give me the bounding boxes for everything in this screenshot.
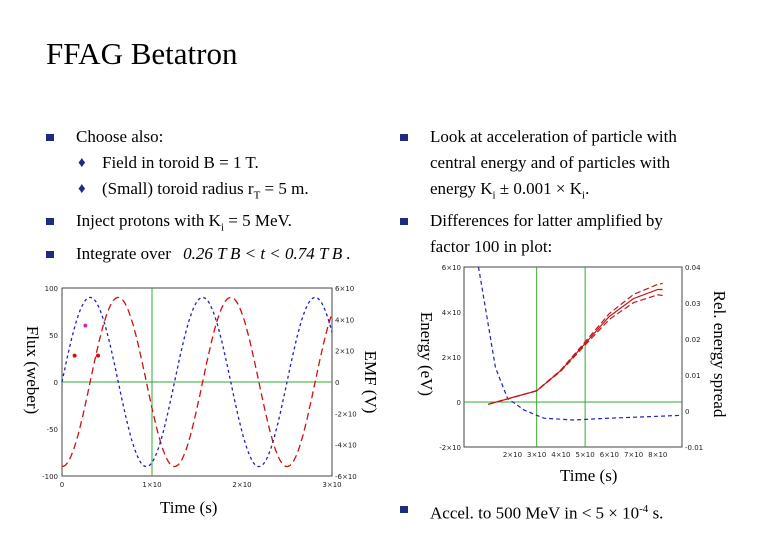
square-bullet-icon <box>46 218 54 226</box>
bullet-inject-protons: Inject protons with Ki = 5 MeV. <box>46 208 376 240</box>
x-tick-label: 3×10 <box>322 481 341 489</box>
flux-axis-label: Flux (weber) <box>23 325 42 415</box>
energy-series-line <box>488 294 663 405</box>
square-bullet-icon <box>400 218 408 226</box>
x-tick-label: 4×10 <box>551 451 570 459</box>
sub-bullet-field: ♦ Field in toroid B = 1 T. <box>46 150 376 176</box>
y2-tick-label: -2×10 <box>335 410 357 418</box>
diamond-bullet-icon: ♦ <box>78 155 86 171</box>
plot-frame <box>463 266 683 448</box>
left-bullets: Choose also: ♦ Field in toroid B = 1 T. … <box>46 124 376 267</box>
data-marker <box>72 353 77 358</box>
data-marker <box>96 353 100 358</box>
bullet-look-at-acceleration: Look at acceleration of particle with ce… <box>400 124 740 208</box>
y-tick-label: -100 <box>42 473 58 481</box>
emf-axis-label: EMF (V) <box>361 350 380 414</box>
y2-tick-label: 0.01 <box>685 372 701 380</box>
y2-tick-label: 0.03 <box>685 300 701 308</box>
y2-tick-label: 0.04 <box>685 264 701 272</box>
bullet-accel: Accel. to 500 MeV in < 5 × 10-4 s. <box>400 496 760 527</box>
flux-emf-chart: 100 50 0 -50 -100 6×10 4×10 2×10 0 -2×10 -4×10 -6×1… <box>42 285 357 489</box>
bullet-differences: Differences for latter amplified by fact… <box>400 208 740 260</box>
energy-series-line <box>488 288 663 405</box>
y2-tick-label: 0 <box>685 408 689 416</box>
x-tick-label: 5×10 <box>575 451 594 459</box>
x-tick-label: 6×10 <box>600 451 619 459</box>
diamond-bullet-icon: ♦ <box>78 181 86 197</box>
x-tick-label: 3×10 <box>527 451 546 459</box>
y2-tick-label: -0.01 <box>685 444 703 452</box>
x-tick-label: 1×10 <box>142 481 161 489</box>
energy-spread-chart: 6×10 4×10 2×10 0 -2×10 0.04 0.03 0.02 0.01 0 -0.01… <box>439 264 703 459</box>
x-tick-label: 2×10 <box>503 451 522 459</box>
y2-tick-label: 2×10 <box>335 348 354 356</box>
y2-tick-label: -6×10 <box>335 473 357 481</box>
right-chart-xlabel: Time (s) <box>560 466 618 485</box>
sub-bullet-radius: ♦ (Small) toroid radius rT = 5 m. <box>46 176 376 208</box>
bullet-integrate: Integrate over 0.26 T B < t < 0.74 T B . <box>46 241 376 267</box>
y-tick-label: 100 <box>45 285 58 293</box>
square-bullet-icon <box>400 134 408 141</box>
x-tick-label: 0 <box>60 481 64 489</box>
y2-tick-label: 0 <box>335 379 339 387</box>
energy-series-line <box>488 282 663 405</box>
square-bullet-icon <box>46 134 54 141</box>
y-tick-label: 0 <box>457 399 461 407</box>
y2-tick-label: 6×10 <box>335 285 354 293</box>
emf-series-line <box>61 296 333 468</box>
spread-series-line <box>477 266 683 421</box>
y2-tick-label: 0.02 <box>685 336 701 344</box>
square-bullet-icon <box>400 506 408 513</box>
y2-tick-label: -4×10 <box>335 442 357 450</box>
x-tick-label: 7×10 <box>624 451 643 459</box>
flux-series-line <box>61 296 333 468</box>
right-bullets: Look at acceleration of particle with ce… <box>400 124 740 260</box>
square-bullet-icon <box>46 250 54 258</box>
page-title: FFAG Betatron <box>46 36 238 71</box>
bullet-choose-also: Choose also: <box>46 124 376 150</box>
y-tick-label: 6×10 <box>442 264 461 272</box>
x-tick-label: 8×10 <box>648 451 667 459</box>
y-tick-label: 2×10 <box>442 354 461 362</box>
energy-axis-label: Energy (eV) <box>417 311 436 397</box>
integration-range: 0.26 T B < t < 0.74 T B . <box>183 243 351 263</box>
y-tick-label: 4×10 <box>442 309 461 317</box>
left-chart-xlabel: Time (s) <box>160 498 218 517</box>
y-tick-label: -50 <box>47 426 58 434</box>
y2-tick-label: 4×10 <box>335 316 354 324</box>
rel-energy-spread-axis-label: Rel. energy spread <box>710 290 729 418</box>
y-tick-label: 50 <box>49 332 58 340</box>
data-marker <box>83 323 88 328</box>
y-tick-label: -2×10 <box>439 444 461 452</box>
y-tick-label: 0 <box>54 379 58 387</box>
x-tick-label: 2×10 <box>232 481 251 489</box>
